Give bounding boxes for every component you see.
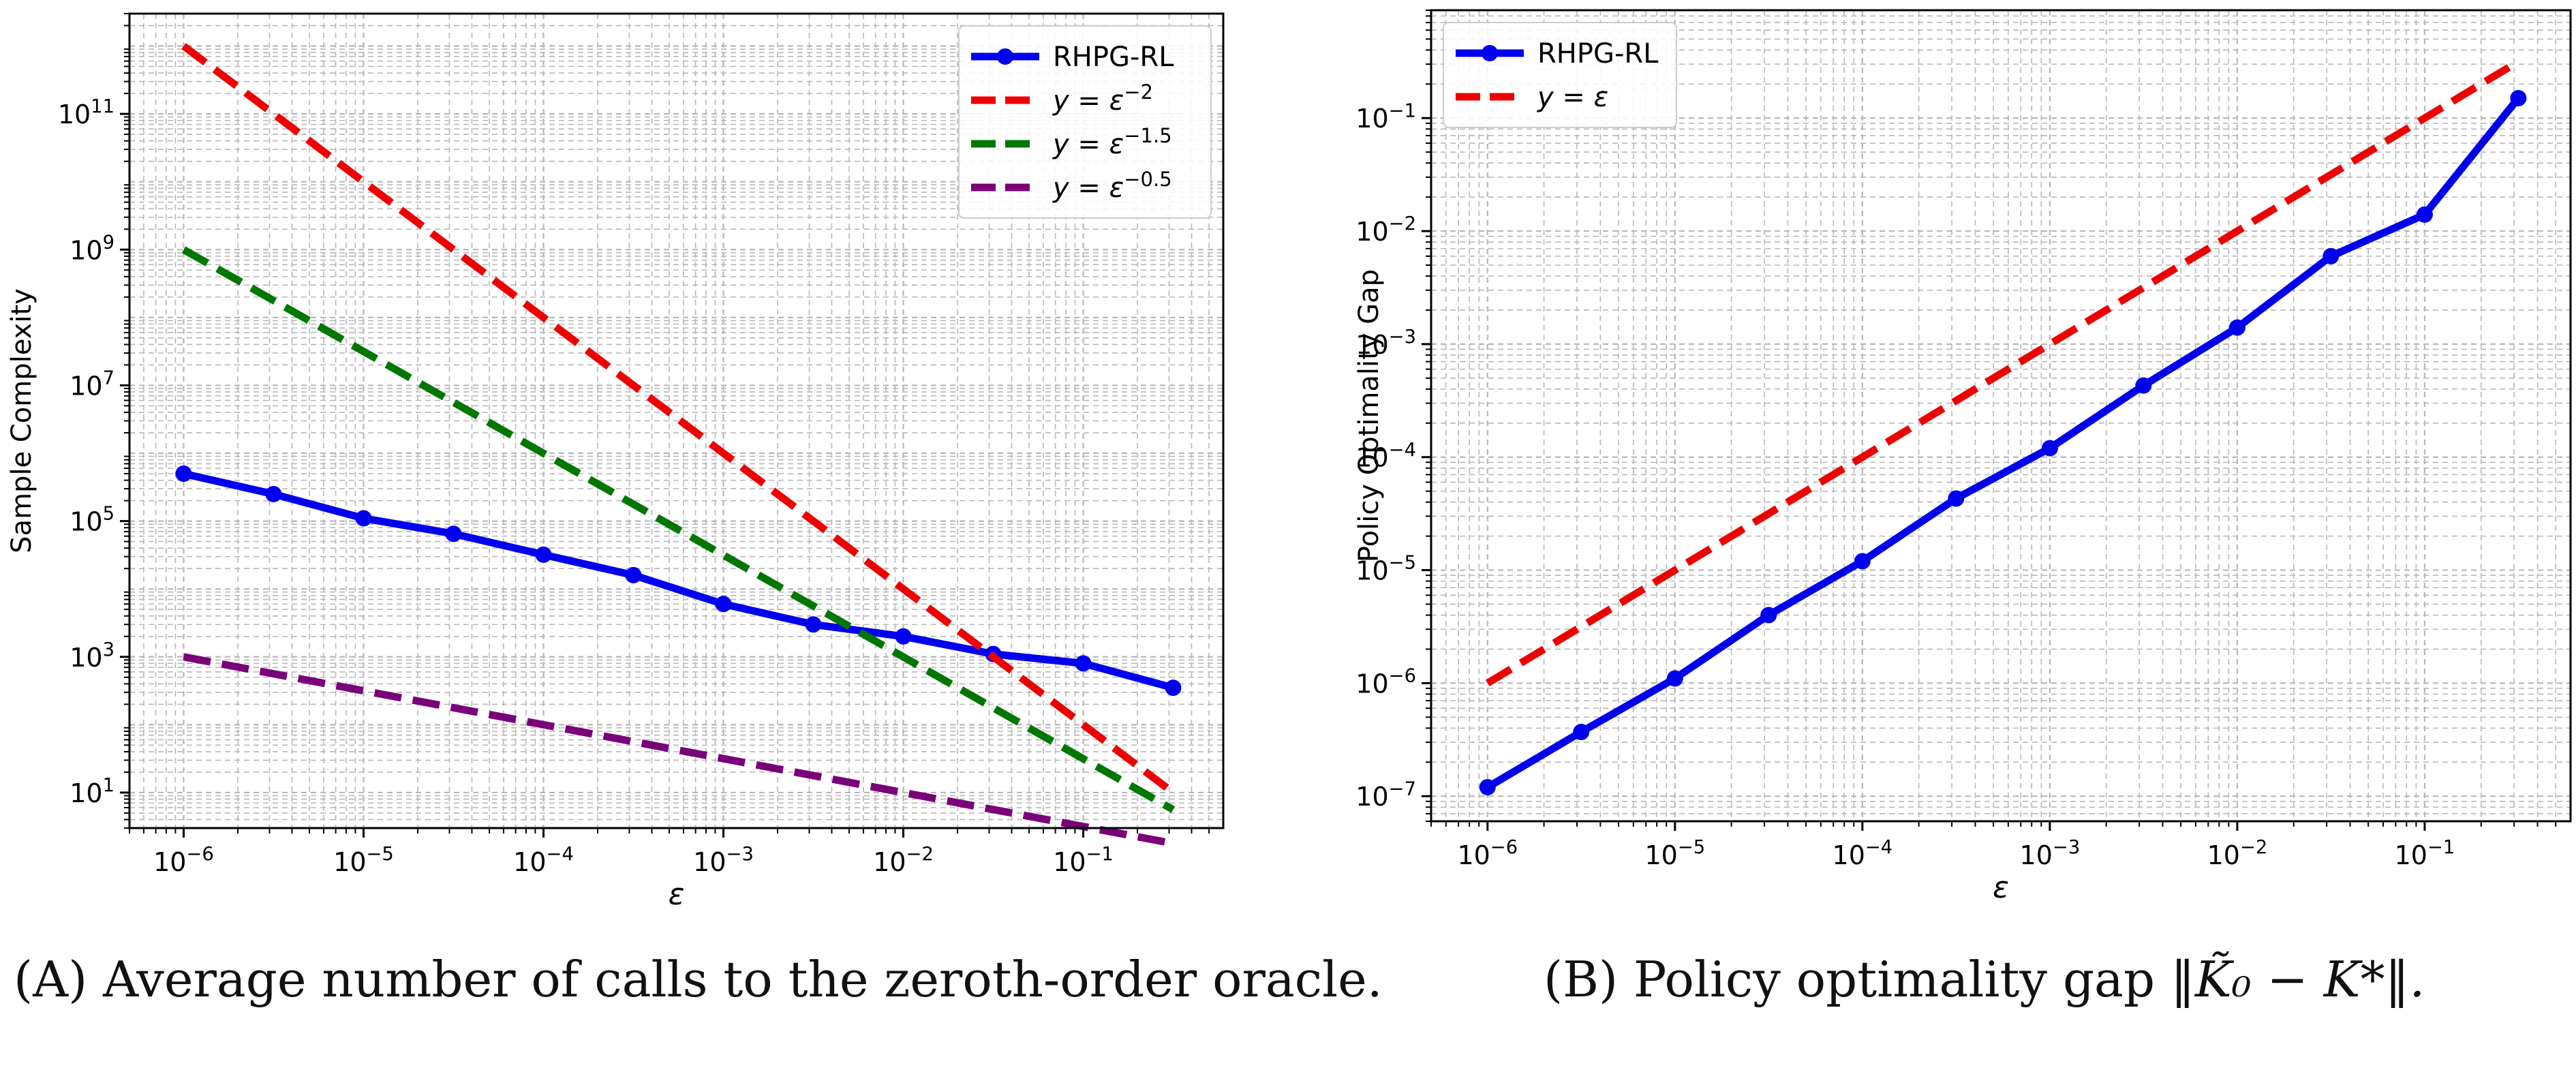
chart-1: 10−6 10−5 10−4 10−3 10−2 10−1 ε 101 103 105 107 109…: [6, 12, 1225, 912]
data-point: [1854, 553, 1871, 570]
caption-b-math: ‖K̃₀ − K*‖.: [2170, 951, 2425, 1008]
legend-label: RHPG-RL: [1537, 38, 1659, 70]
series-2: [1485, 58, 2521, 687]
x-axis: 10−6 10−5 10−4 10−3 10−2 10−1 ε: [129, 828, 1210, 912]
data-point: [1075, 655, 1092, 672]
data-point: [1948, 490, 1965, 507]
y-tick-label: 10−4: [1355, 440, 1416, 473]
data-point: [1573, 723, 1590, 740]
plot-frame: [1430, 9, 2572, 823]
x-tick-label: 10−5: [333, 844, 394, 877]
x-tick-label: 10−2: [873, 844, 934, 877]
series-line: [183, 653, 1174, 848]
x-tick-label: 10−6: [153, 844, 214, 877]
data-point: [175, 465, 192, 482]
x-tick-label: 10−1: [1053, 844, 1114, 877]
y-tick-label: 10−1: [1355, 100, 1416, 134]
legend-label: y = ε−1.5: [1052, 124, 1172, 160]
y-tick-label: 10−7: [1355, 778, 1416, 812]
legend-label: y = ε−0.5: [1052, 168, 1172, 204]
data-point: [2041, 440, 2058, 457]
data-point: [1479, 779, 1496, 796]
data-point: [2135, 377, 2152, 394]
series-1: [175, 465, 1182, 697]
y-axis: 10−7 10−6 10−5 10−4 10−3 10−2 10−1 Policy Optim…: [1353, 10, 1431, 822]
data-point: [2510, 90, 2527, 107]
y-tick-label: 10−6: [1355, 665, 1416, 699]
caption-b-label: (B): [1544, 951, 1619, 1008]
series-1: [1479, 90, 2527, 796]
data-point: [2228, 319, 2245, 336]
x-axis: 10−6 10−5 10−4 10−3 10−2 10−1 ε: [1430, 821, 2557, 905]
series-line: [1485, 58, 2521, 687]
y-axis: 101 103 105 107 109 1011 Sample Complexity: [6, 13, 129, 829]
legend-label: RHPG-RL: [1053, 42, 1174, 73]
y-tick-label: 10−5: [1355, 553, 1416, 586]
x-axis-label: ε: [1993, 870, 2009, 905]
data-point: [1666, 670, 1683, 687]
legend-marker: [1482, 45, 1498, 61]
x-tick-label: 10−3: [2020, 837, 2081, 870]
data-point: [535, 546, 552, 563]
y-tick-label: 109: [70, 232, 114, 265]
caption-a: (A) Average number of calls to the zerot…: [14, 951, 1383, 1008]
legend: RHPG-RL y = ε: [1443, 22, 1677, 128]
caption-a-label: (A): [14, 951, 88, 1008]
data-point: [355, 510, 372, 527]
data-point: [2322, 247, 2340, 264]
series-3: [181, 246, 1176, 813]
x-tick-label: 10−3: [693, 844, 754, 877]
legend-box: [958, 25, 1212, 219]
series-4: [183, 653, 1174, 848]
x-axis-label: ε: [669, 877, 685, 912]
y-axis-label: Policy Optimality Gap: [1353, 269, 1385, 562]
legend-marker: [997, 48, 1013, 65]
data-point: [895, 628, 912, 645]
data-point: [625, 566, 642, 583]
series-line: [1486, 95, 2521, 791]
y-axis-label: Sample Complexity: [6, 288, 37, 553]
series-line: [183, 470, 1174, 692]
chart-2: 10−6 10−5 10−4 10−3 10−2 10−1ε10−710−610−510−…: [1353, 9, 2572, 905]
series-2: [181, 43, 1176, 796]
data-point: [2416, 206, 2433, 223]
x-tick-label: 10−2: [2207, 837, 2268, 870]
data-point: [715, 596, 732, 613]
data-point: [265, 485, 282, 502]
x-tick-label: 10−1: [2395, 837, 2455, 870]
data-point: [1165, 679, 1182, 697]
y-tick-label: 10−2: [1355, 213, 1416, 247]
caption-b-text: Policy optimality gap: [1633, 951, 2156, 1008]
caption-a-text: Average number of calls to the zeroth-or…: [103, 951, 1383, 1008]
y-tick-label: 103: [70, 639, 114, 673]
data-point: [1760, 607, 1777, 624]
caption-b: (B) Policy optimality gap ‖K̃₀ − K*‖.: [1544, 951, 2425, 1008]
series-line: [181, 246, 1176, 813]
legend-label: y = ε: [1537, 82, 1608, 113]
y-tick-label: 10−3: [1355, 326, 1416, 360]
data-point: [445, 525, 462, 542]
x-tick-label: 10−4: [513, 844, 574, 877]
y-tick-label: 101: [70, 775, 114, 808]
y-tick-label: 105: [70, 504, 114, 537]
x-tick-label: 10−5: [1644, 837, 1705, 870]
y-tick-label: 107: [70, 367, 114, 401]
y-tick-label: 1011: [58, 96, 114, 129]
legend-label: y = ε−2: [1052, 80, 1153, 117]
x-tick-label: 10−6: [1457, 837, 1518, 870]
legend: RHPG-RL y = ε−2 y = ε−1.5 y = ε−0.5: [958, 25, 1212, 219]
legend-box: [1443, 22, 1677, 128]
data-point: [805, 616, 822, 633]
x-tick-label: 10−4: [1833, 837, 1893, 870]
series-line: [181, 43, 1176, 796]
